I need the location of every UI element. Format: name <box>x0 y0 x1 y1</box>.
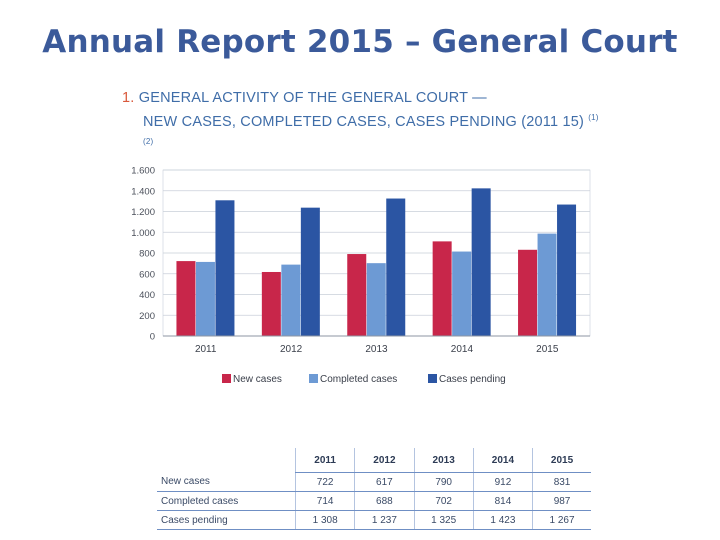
chart-heading-footnote: (1) (2) <box>143 113 599 146</box>
bar-cases-pending <box>300 207 320 336</box>
bar-cases-pending <box>471 188 491 336</box>
table-cell: 790 <box>413 472 474 492</box>
legend-swatch <box>309 374 318 383</box>
x-tick-label: 2012 <box>280 344 303 355</box>
table-header-2012: 2012 <box>354 448 415 473</box>
y-tick-label: 1.200 <box>131 207 155 218</box>
y-tick-label: 0 <box>150 332 155 343</box>
x-tick-label: 2014 <box>451 344 474 355</box>
y-tick-label: 800 <box>139 249 155 260</box>
y-tick-label: 1.000 <box>131 228 155 239</box>
table-cell: 814 <box>472 491 533 511</box>
table-row-label: Cases pending <box>157 510 296 530</box>
data-table: 2011 2012 2013 2014 2015 New cases 722 6… <box>157 448 591 530</box>
table-cell: 617 <box>354 472 415 492</box>
table-cell: 688 <box>354 491 415 511</box>
table-row-label: New cases <box>157 472 296 492</box>
legend-swatch <box>428 374 437 383</box>
x-tick-label: 2013 <box>365 344 388 355</box>
chart-heading: 1. GENERAL ACTIVITY OF THE GENERAL COURT… <box>122 88 602 156</box>
bar-completed-cases <box>537 233 557 336</box>
table-header-2013: 2013 <box>413 448 474 473</box>
table-cell: 1 308 <box>294 510 355 530</box>
y-tick-label: 200 <box>139 311 155 322</box>
table-cell: 702 <box>413 491 474 511</box>
legend-label: Cases pending <box>439 374 506 385</box>
table-cell: 1 267 <box>532 510 591 530</box>
table-header-2011: 2011 <box>294 448 355 473</box>
table-cell: 831 <box>532 472 591 492</box>
bar-completed-cases <box>195 261 215 336</box>
bar-cases-pending <box>386 198 406 336</box>
table-cell: 1 325 <box>413 510 474 530</box>
legend-label: New cases <box>233 374 282 385</box>
bar-new-cases <box>176 261 196 336</box>
chart-heading-number: 1. <box>122 90 135 106</box>
chart-heading-line1: GENERAL ACTIVITY OF THE GENERAL COURT — <box>138 90 487 106</box>
x-tick-label: 2011 <box>195 344 217 355</box>
y-tick-label: 400 <box>139 290 155 301</box>
y-tick-label: 1.400 <box>131 186 155 197</box>
chart-heading-line2: NEW CASES, COMPLETED CASES, CASES PENDIN… <box>143 114 585 130</box>
bar-cases-pending <box>215 200 235 336</box>
legend-swatch <box>222 374 231 383</box>
table-header-2014: 2014 <box>472 448 533 473</box>
table-cell: 1 237 <box>354 510 415 530</box>
y-tick-label: 600 <box>139 269 155 280</box>
bar-completed-cases <box>366 263 386 336</box>
bar-cases-pending <box>557 204 577 336</box>
table-cell: 987 <box>532 491 591 511</box>
table-header-2015: 2015 <box>532 448 591 473</box>
table-header-row: 2011 2012 2013 2014 2015 <box>157 448 591 473</box>
bar-new-cases <box>518 249 538 336</box>
table-cell: 1 423 <box>472 510 533 530</box>
table-cell: 722 <box>294 472 355 492</box>
table-row: New cases 722 617 790 912 831 <box>157 472 591 492</box>
bar-completed-cases <box>281 264 301 336</box>
y-tick-label: 1.600 <box>131 166 155 177</box>
bar-new-cases <box>432 241 452 336</box>
bar-new-cases <box>261 271 281 336</box>
bar-new-cases <box>347 254 367 336</box>
table-cell: 912 <box>472 472 533 492</box>
bar-completed-cases <box>452 251 472 336</box>
slide-title: Annual Report 2015 – General Court <box>42 24 678 60</box>
legend-label: Completed cases <box>320 374 397 385</box>
table-row-label: Completed cases <box>157 491 296 511</box>
bar-chart: 0 200 400 600 800 1.000 1.200 1.400 1.600 2011 201… <box>131 166 591 385</box>
table-cell: 714 <box>294 491 355 511</box>
x-tick-label: 2015 <box>536 344 559 355</box>
table-row: Cases pending 1 308 1 237 1 325 1 423 1 … <box>157 510 591 530</box>
table-corner <box>157 448 296 473</box>
table-row: Completed cases 714 688 702 814 987 <box>157 491 591 511</box>
